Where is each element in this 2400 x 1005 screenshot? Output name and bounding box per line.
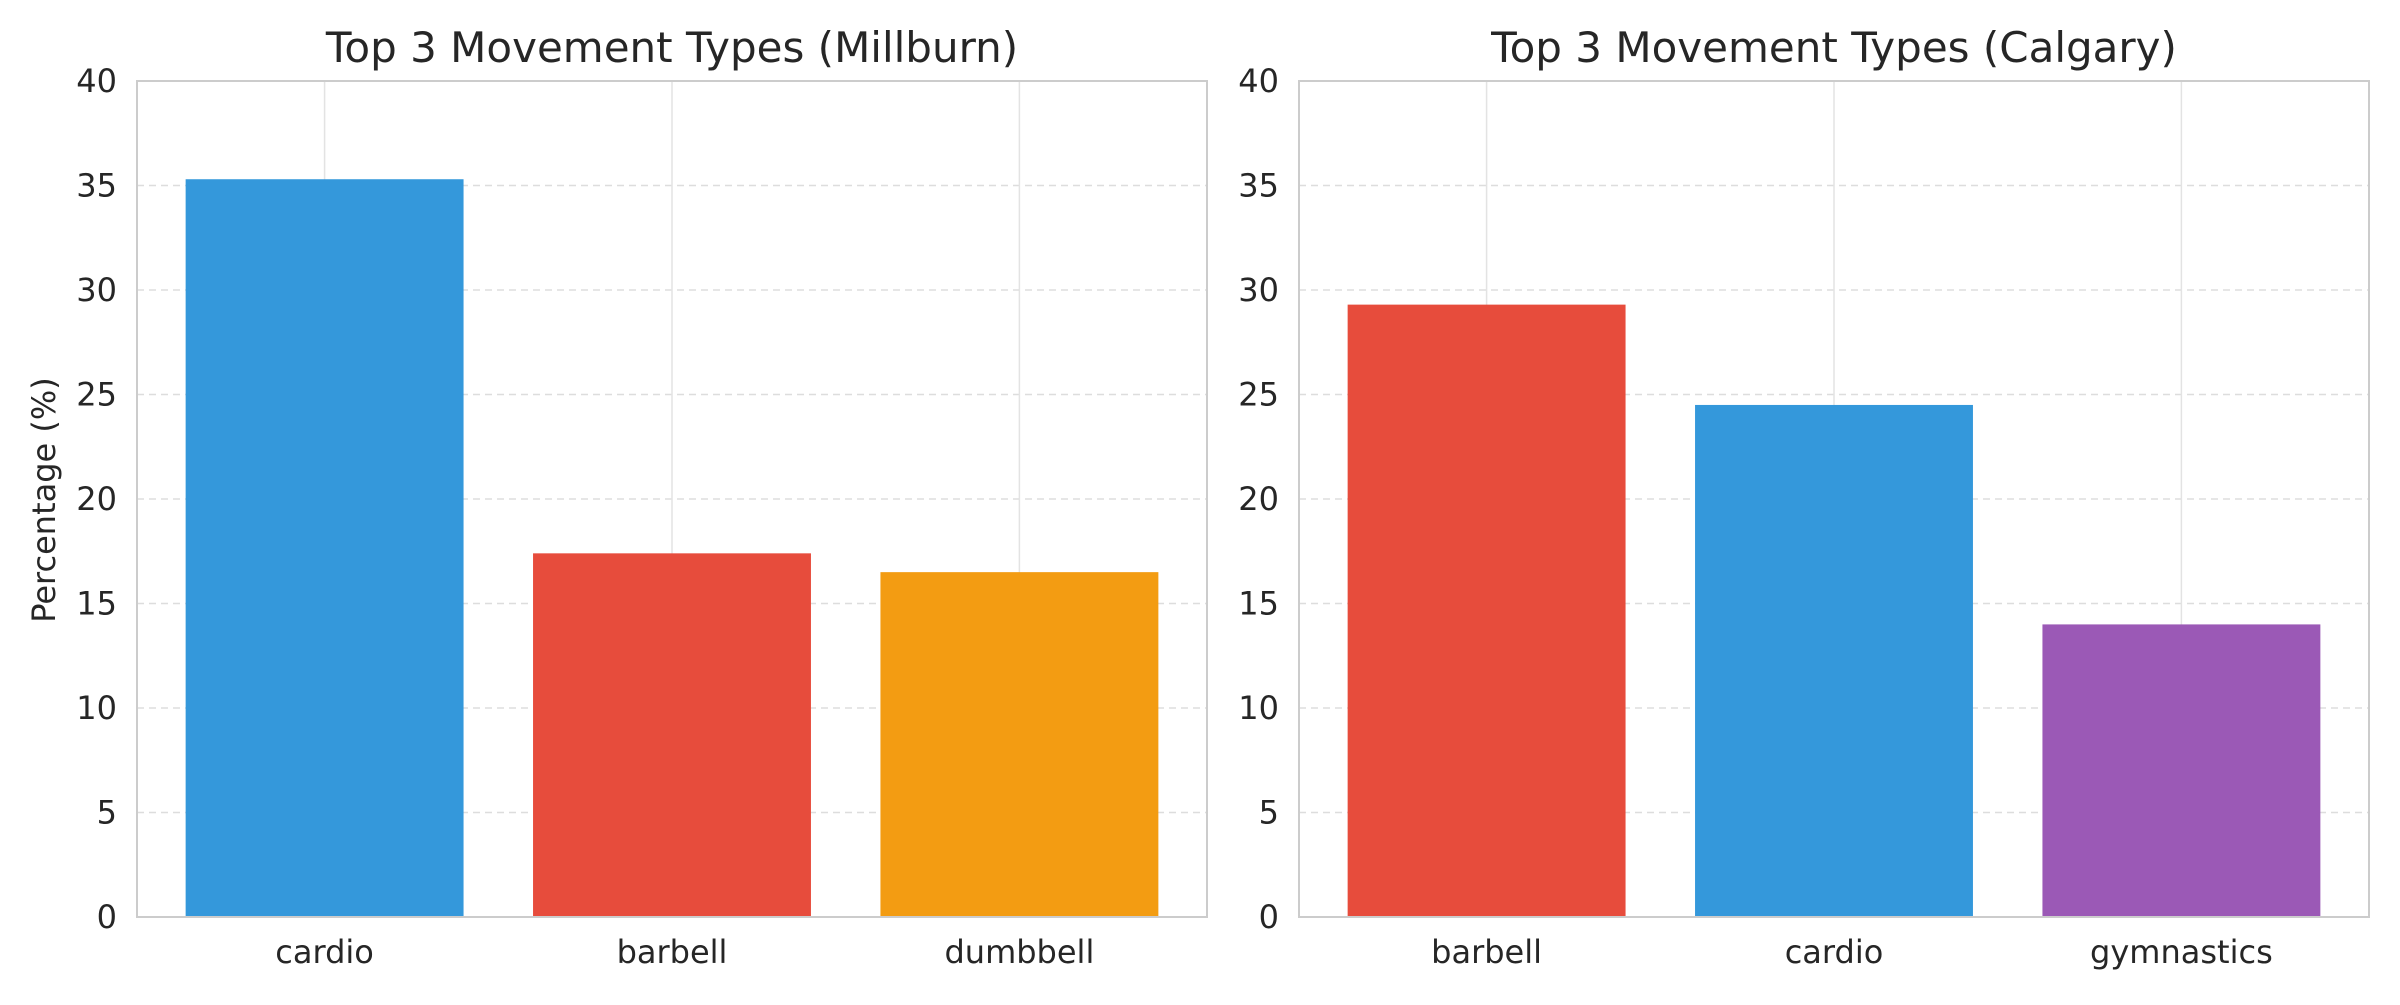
millburn-plot-frame [136,80,1208,918]
millburn-y-tick-label: 35 [76,167,117,205]
calgary-bar-gymnastics [2042,624,2321,917]
millburn-y-tick-label: 5 [97,794,117,832]
millburn-x-tick-label: barbell [617,933,728,971]
calgary-bar-barbell [1347,304,1626,917]
calgary-y-tick-label: 10 [1238,689,1279,727]
millburn-y-tick-label: 25 [76,376,117,414]
millburn-bars [185,179,1159,918]
calgary-x-ticks: barbell cardio gymnastics [1431,933,2273,971]
calgary-y-tick-label: 5 [1259,794,1279,832]
calgary-y-tick-label: 30 [1238,271,1279,309]
millburn-chart-title: Top 3 Movement Types (Millburn) [325,23,1018,72]
millburn-y-axis-label: Percentage (%) [25,377,63,623]
millburn-y-ticks: 0 5 10 15 20 25 30 35 40 [76,62,117,936]
millburn-x-tick-label: cardio [275,933,374,971]
calgary-chart-title: Top 3 Movement Types (Calgary) [1490,23,2177,72]
calgary-plot-frame [1298,80,2370,918]
calgary-y-ticks: 0 5 10 15 20 25 30 35 40 [1238,62,1279,936]
millburn-bar-barbell [533,553,811,917]
millburn-y-tick-label: 10 [76,689,117,727]
millburn-x-ticks: cardio barbell dumbbell [275,933,1094,971]
calgary-y-tick-label: 25 [1238,376,1279,414]
millburn-y-tick-label: 15 [76,585,117,623]
millburn-y-tick-label: 20 [76,480,117,518]
calgary-y-tick-label: 35 [1238,167,1279,205]
millburn-bar-dumbbell [880,572,1159,917]
millburn-x-tick-label: dumbbell [944,933,1094,971]
calgary-bar-cardio [1695,404,1973,917]
millburn-y-tick-label: 40 [76,62,117,100]
millburn-bar-cardio [185,179,464,918]
calgary-panel: Top 3 Movement Types (Calgary) 0 5 10 15 20 2… [1238,23,2370,971]
calgary-x-tick-label: barbell [1431,933,1542,971]
calgary-x-tick-label: cardio [1785,933,1884,971]
millburn-y-tick-label: 30 [76,271,117,309]
millburn-y-tick-label: 0 [97,898,117,936]
calgary-y-tick-label: 20 [1238,480,1279,518]
calgary-y-tick-label: 15 [1238,585,1279,623]
calgary-y-tick-label: 0 [1259,898,1279,936]
millburn-panel: Top 3 Movement Types (Millburn) Percenta… [25,23,1208,971]
calgary-y-tick-label: 40 [1238,62,1279,100]
calgary-x-tick-label: gymnastics [2090,933,2273,971]
calgary-bars [1347,304,2321,917]
